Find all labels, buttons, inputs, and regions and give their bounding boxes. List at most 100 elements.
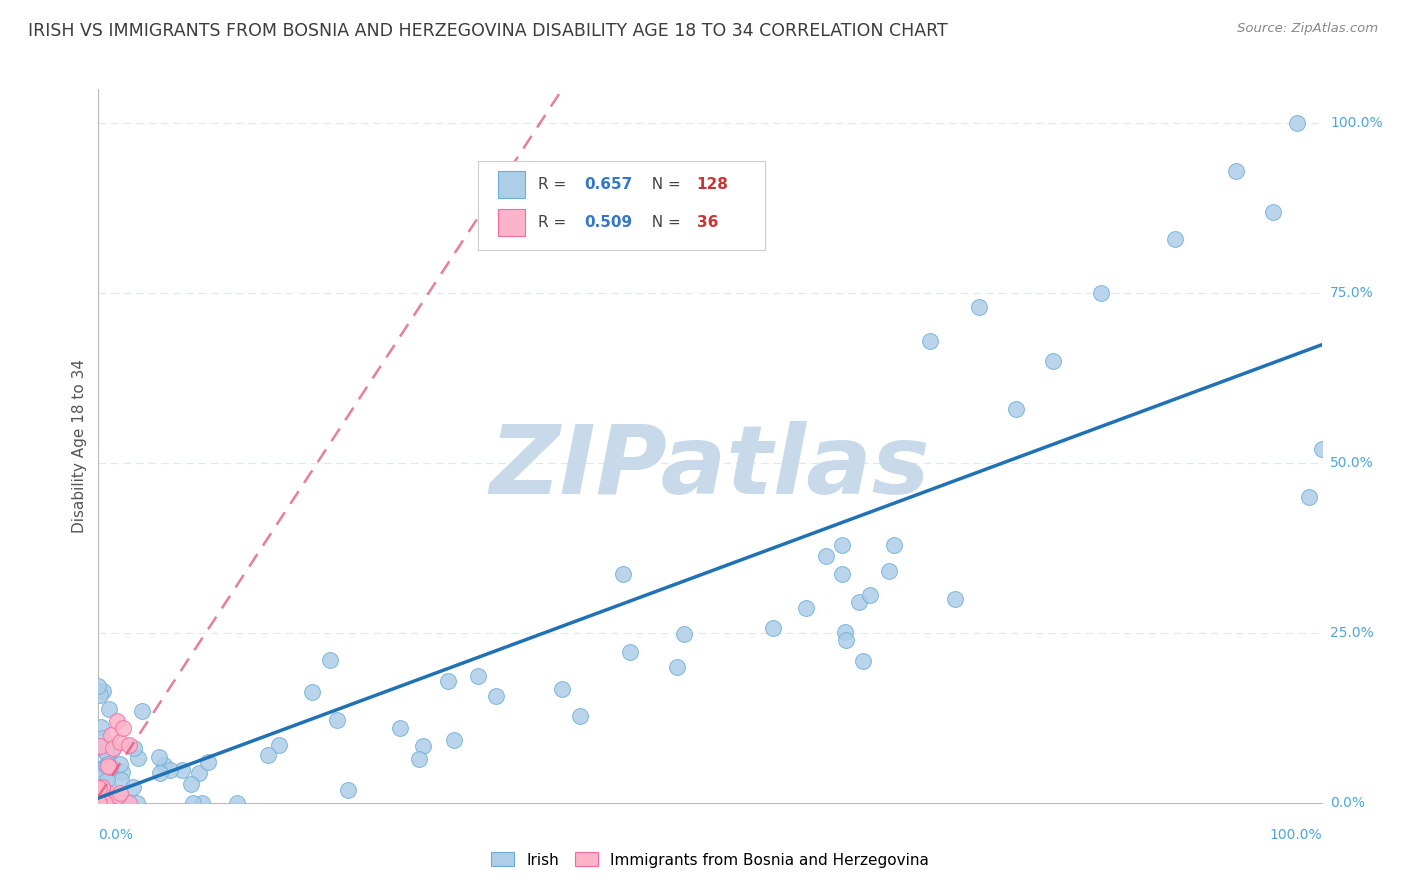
- Point: [436, 673, 458, 688]
- Point: [87, 796, 110, 810]
- Point: [1225, 163, 1247, 178]
- Point: [834, 624, 856, 639]
- Point: [762, 622, 785, 636]
- Point: [89, 796, 111, 810]
- Point: [96, 796, 118, 810]
- Point: [388, 721, 411, 735]
- Point: [122, 780, 145, 794]
- FancyBboxPatch shape: [478, 161, 765, 250]
- Point: [91, 796, 114, 810]
- Point: [87, 762, 110, 776]
- Text: 75.0%: 75.0%: [1330, 286, 1374, 300]
- Point: [1004, 401, 1026, 416]
- Point: [90, 796, 112, 810]
- Point: [877, 564, 900, 578]
- Point: [1042, 354, 1064, 368]
- Point: [93, 796, 115, 810]
- Point: [87, 796, 110, 810]
- Point: [91, 780, 114, 794]
- Text: 25.0%: 25.0%: [1330, 626, 1374, 640]
- Text: IRISH VS IMMIGRANTS FROM BOSNIA AND HERZEGOVINA DISABILITY AGE 18 TO 34 CORRELAT: IRISH VS IMMIGRANTS FROM BOSNIA AND HERZ…: [28, 22, 948, 40]
- Point: [91, 780, 114, 795]
- Point: [87, 796, 110, 810]
- Point: [87, 790, 110, 805]
- Text: 128: 128: [696, 177, 728, 192]
- Point: [87, 796, 110, 810]
- Point: [110, 734, 132, 748]
- Point: [89, 796, 111, 810]
- Point: [93, 796, 115, 810]
- Point: [105, 796, 128, 810]
- Point: [87, 796, 110, 810]
- Point: [97, 796, 120, 810]
- Point: [94, 796, 117, 810]
- Point: [267, 738, 290, 752]
- Point: [105, 714, 128, 729]
- Point: [188, 766, 211, 780]
- Point: [326, 713, 349, 727]
- Y-axis label: Disability Age 18 to 34: Disability Age 18 to 34: [72, 359, 87, 533]
- Point: [569, 708, 592, 723]
- Point: [118, 796, 141, 810]
- Point: [103, 795, 125, 809]
- Text: R =: R =: [537, 215, 571, 230]
- Point: [125, 796, 148, 810]
- Point: [91, 796, 114, 810]
- Point: [149, 765, 172, 780]
- Point: [191, 796, 214, 810]
- Point: [97, 796, 120, 810]
- Point: [467, 669, 489, 683]
- Point: [94, 772, 117, 787]
- Point: [408, 752, 430, 766]
- Point: [91, 784, 114, 798]
- Point: [100, 728, 122, 742]
- Point: [412, 739, 434, 753]
- Point: [180, 777, 202, 791]
- Point: [107, 789, 129, 803]
- Point: [170, 763, 193, 777]
- Point: [551, 682, 574, 697]
- Point: [90, 783, 112, 797]
- Text: N =: N =: [641, 215, 685, 230]
- Text: R =: R =: [537, 177, 571, 192]
- Point: [89, 796, 111, 810]
- Text: 0.0%: 0.0%: [98, 828, 134, 842]
- Point: [94, 796, 117, 810]
- Point: [89, 796, 111, 810]
- Point: [257, 748, 280, 763]
- Point: [920, 334, 942, 348]
- Point: [87, 796, 110, 810]
- Text: 100.0%: 100.0%: [1330, 116, 1382, 130]
- Point: [87, 796, 110, 810]
- Point: [484, 690, 506, 704]
- Point: [110, 772, 132, 787]
- Text: Source: ZipAtlas.com: Source: ZipAtlas.com: [1237, 22, 1378, 36]
- Point: [108, 786, 131, 800]
- Point: [89, 780, 111, 794]
- Point: [93, 796, 115, 810]
- Point: [87, 784, 110, 798]
- Point: [89, 688, 111, 702]
- Point: [90, 796, 112, 810]
- Point: [87, 796, 110, 810]
- Point: [943, 591, 966, 606]
- Point: [831, 538, 853, 552]
- Point: [87, 796, 110, 810]
- Point: [96, 796, 118, 810]
- Point: [89, 770, 111, 784]
- Point: [87, 796, 110, 810]
- Point: [443, 732, 465, 747]
- Point: [91, 796, 114, 810]
- FancyBboxPatch shape: [498, 209, 526, 236]
- Point: [148, 749, 170, 764]
- Point: [96, 747, 118, 761]
- Point: [96, 756, 118, 771]
- Point: [97, 786, 120, 800]
- Point: [118, 738, 141, 752]
- Point: [835, 632, 858, 647]
- Point: [183, 796, 205, 810]
- Point: [111, 764, 134, 779]
- Point: [98, 796, 121, 810]
- Point: [94, 796, 117, 810]
- Point: [318, 652, 340, 666]
